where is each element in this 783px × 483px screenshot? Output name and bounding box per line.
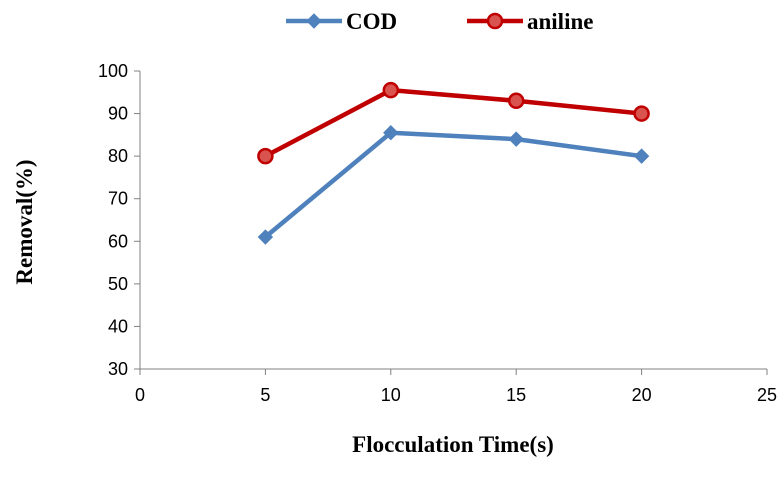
y-tick-label: 80 <box>108 146 128 166</box>
data-point-aniline <box>507 92 525 110</box>
series-aniline <box>257 81 650 165</box>
legend-marker <box>486 12 504 30</box>
y-tick-label: 50 <box>108 274 128 294</box>
data-point-aniline <box>633 105 650 122</box>
legend-marker <box>306 13 322 29</box>
series-cod <box>257 125 650 245</box>
x-axis: 0 5 10 15 20 25 <box>135 368 777 405</box>
y-tick-label: 100 <box>98 61 128 81</box>
data-point-cod <box>257 229 274 245</box>
x-tick-label: 20 <box>632 385 652 405</box>
series-line-cod <box>263 130 644 240</box>
y-tick-label: 70 <box>108 189 128 209</box>
data-point-cod <box>383 125 399 141</box>
legend-label: aniline <box>527 9 593 34</box>
series-line-aniline <box>263 87 644 159</box>
data-point-aniline <box>257 147 274 165</box>
data-point-aniline <box>382 81 400 99</box>
x-tick-label: 10 <box>381 385 401 405</box>
y-tick-label: 30 <box>108 359 128 379</box>
x-tick-label: 25 <box>757 385 777 405</box>
data-point-cod <box>633 148 650 164</box>
y-tick-label: 60 <box>108 231 128 251</box>
legend-label: COD <box>346 9 397 34</box>
x-tick-label: 0 <box>135 385 145 405</box>
y-tick-label: 90 <box>108 104 128 124</box>
y-axis-title: Removal(%) <box>12 159 37 284</box>
data-point-cod <box>508 131 524 147</box>
legend-item-cod: COD <box>286 9 397 34</box>
x-tick-label: 15 <box>506 385 526 405</box>
y-axis: 30 40 50 60 70 80 90 100 <box>98 61 141 379</box>
legend-item-aniline: aniline <box>467 9 593 34</box>
legend: COD aniline <box>286 9 593 34</box>
x-axis-title: Flocculation Time(s) <box>352 432 554 457</box>
plot-series <box>257 81 650 245</box>
y-tick-label: 40 <box>108 316 128 336</box>
x-tick-label: 5 <box>260 385 270 405</box>
